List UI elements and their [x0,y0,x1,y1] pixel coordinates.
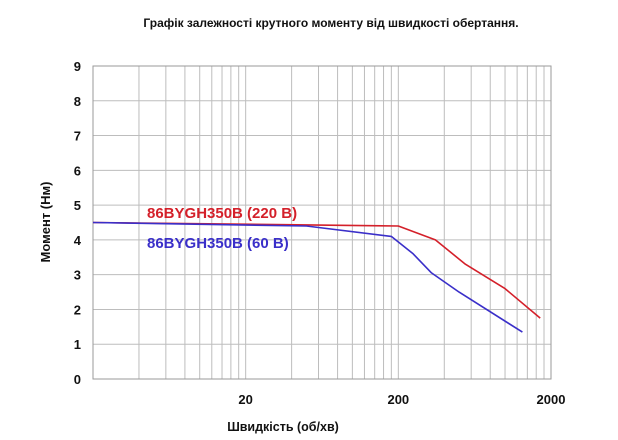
chart-title: Графік залежності крутного моменту від ш… [143,16,518,30]
series-line-220v [92,221,541,319]
legend-label-60v: 86BYGH350B (60 В) [147,235,289,252]
y-tick-label: 2 [74,302,81,317]
y-tick-label: 3 [74,268,81,283]
x-axis-label: Швидкість (об/хв) [227,420,339,434]
x-tick-label: 20 [238,392,252,407]
y-tick-label: 4 [74,233,82,248]
x-tick-label: 2000 [537,392,566,407]
y-tick-label: 8 [74,94,81,109]
y-axis: 0 1 2 3 4 5 6 7 8 9 [74,59,82,387]
x-tick-label: 200 [387,392,409,407]
y-tick-label: 0 [74,372,81,387]
grid [93,66,551,379]
y-tick-label: 7 [74,129,81,144]
legend-label-220v: 86BYGH350B (220 В) [147,205,297,222]
y-tick-label: 1 [74,337,81,352]
y-tick-label: 9 [74,59,81,74]
x-axis: 20 200 2000 [238,392,565,407]
series-group [92,221,541,333]
series-line-60v [92,221,523,333]
y-tick-label: 6 [74,163,81,178]
y-tick-label: 5 [74,198,81,213]
y-axis-label: Момент (Нм) [38,182,53,263]
